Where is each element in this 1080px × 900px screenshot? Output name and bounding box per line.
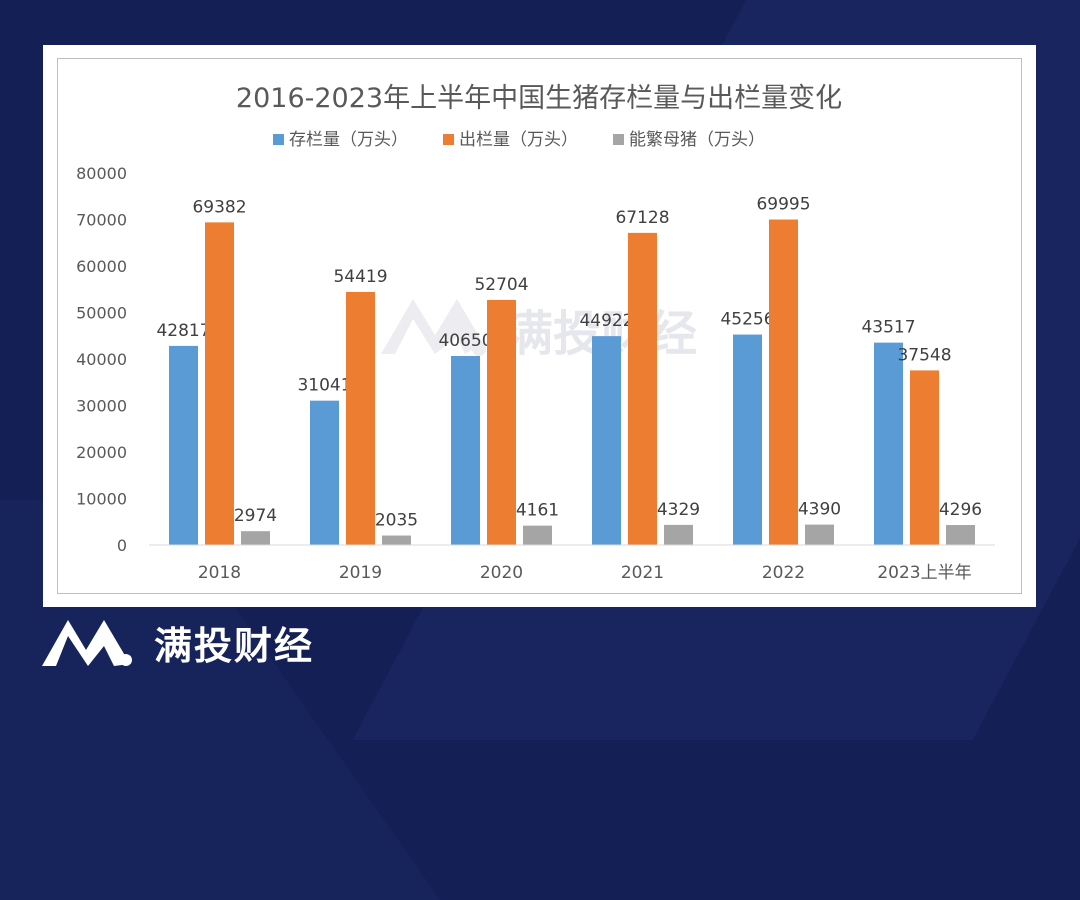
data-label: 4329 [657,500,700,520]
footer-brand: 满投财经 [38,612,314,672]
brand-name: 满投财经 [154,623,315,668]
x-tick-label: 2021 [621,563,664,583]
data-label: 45256 [720,310,774,330]
x-tick-label: 2020 [480,563,523,583]
bar [205,222,234,545]
y-tick-label: 30000 [76,397,127,416]
legend-swatch [613,134,624,145]
data-label: 69382 [192,197,246,217]
x-axis: 2018 2019 2020 2021 2022 2023上半年 [198,563,972,583]
bar [769,219,798,545]
data-label: 40650 [438,331,492,351]
bar [169,345,198,545]
data-label: 4161 [516,501,559,521]
bar [910,370,939,545]
x-tick-label: 2022 [762,563,805,583]
y-tick-label: 60000 [76,257,127,276]
data-label: 2974 [234,506,277,526]
bar [874,342,903,545]
chart-frame [57,58,1022,594]
bar [346,291,375,545]
bars: 42817 69382 2974 31041 54419 2035 40650 52704 41… [156,195,982,545]
bar [487,299,516,545]
data-label: 37548 [897,345,951,365]
legend-swatch [443,134,454,145]
y-tick-label: 20000 [76,443,127,462]
bar [628,232,657,545]
data-label: 44922 [579,311,633,331]
bar [733,334,762,545]
bar [241,531,270,545]
x-tick-label: 2018 [198,563,241,583]
brand-logo-icon [42,620,132,666]
legend-label: 出栏量（万头） [459,130,578,150]
chart-title: 2016-2023年上半年中国生猪存栏量与出栏量变化 [236,83,842,114]
data-label: 4296 [939,500,982,520]
y-tick-label: 70000 [76,211,127,230]
legend-swatch [273,134,284,145]
bar [664,524,693,545]
y-tick-label: 10000 [76,490,127,509]
data-label: 31041 [297,376,351,396]
x-tick-label: 2023上半年 [877,563,971,583]
y-tick-label: 50000 [76,304,127,323]
data-label: 67128 [615,208,669,228]
y-tick-label: 80000 [76,164,127,183]
y-tick-label: 0 [117,536,127,555]
bar [451,355,480,545]
bar [946,525,975,545]
bar [805,524,834,545]
data-label: 69995 [756,195,810,215]
data-label: 42817 [156,321,210,341]
data-label: 54419 [333,267,387,287]
chart: 2016-2023年上半年中国生猪存栏量与出栏量变化 存栏量（万头） 出栏量（万头… [76,83,995,583]
bar [592,336,621,545]
chart-panel: 2016-2023年上半年中国生猪存栏量与出栏量变化 存栏量（万头） 出栏量（万头… [43,45,1036,607]
legend: 存栏量（万头） 出栏量（万头） 能繁母猪（万头） [273,130,765,150]
x-tick-label: 2019 [339,563,382,583]
y-axis: 0 10000 20000 30000 40000 50000 60000 70000 8000… [76,164,127,555]
legend-label: 存栏量（万头） [289,130,408,150]
bar [310,400,339,545]
data-label: 2035 [375,511,418,531]
y-tick-label: 40000 [76,350,127,369]
data-label: 52704 [474,275,528,295]
legend-label: 能繁母猪（万头） [629,130,765,150]
data-label: 43517 [861,318,915,338]
watermark-logo-dot-icon [472,342,486,356]
data-label: 4390 [798,500,841,520]
watermark-logo-icon [381,299,483,354]
bar [523,525,552,545]
bar [382,535,411,545]
